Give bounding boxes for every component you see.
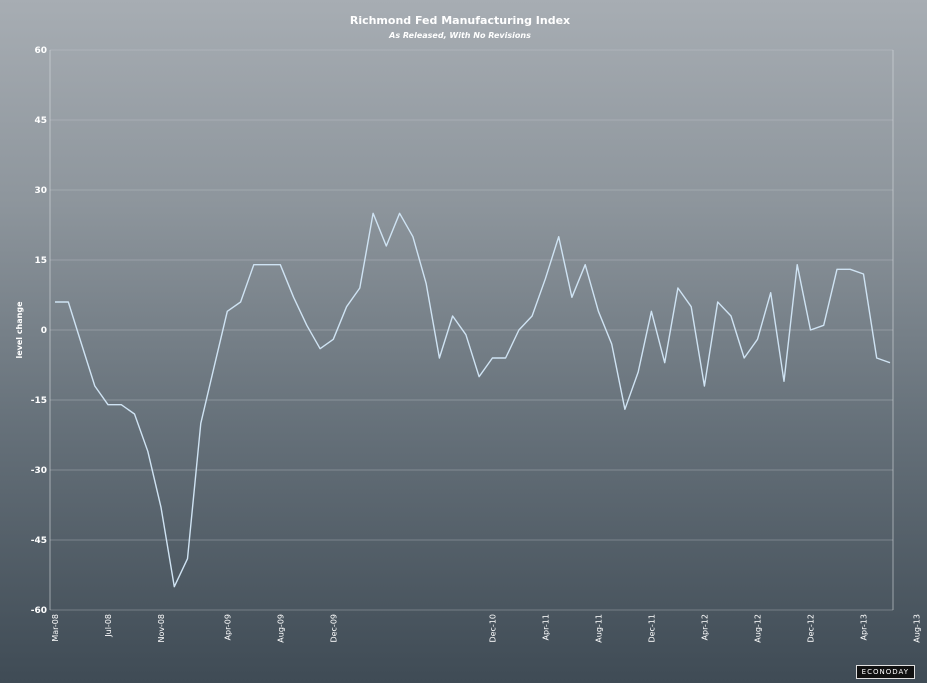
data-point xyxy=(650,310,653,313)
data-point xyxy=(544,277,547,280)
data-point xyxy=(822,324,825,327)
data-point xyxy=(345,305,348,308)
y-tick-label: -60 xyxy=(31,606,47,616)
data-point xyxy=(358,287,361,290)
data-point xyxy=(120,403,123,406)
x-tick-label: Aug-11 xyxy=(594,614,603,643)
data-point xyxy=(279,263,282,266)
data-point xyxy=(557,235,560,238)
data-point xyxy=(80,343,83,346)
series-group xyxy=(54,212,892,588)
data-point xyxy=(133,413,136,416)
y-axis-label: level change xyxy=(15,301,24,359)
data-point xyxy=(676,287,679,290)
data-point xyxy=(504,357,507,360)
data-point xyxy=(425,282,428,285)
data-point xyxy=(67,301,70,304)
y-tick-label: 15 xyxy=(34,256,47,266)
data-point xyxy=(610,343,613,346)
data-point xyxy=(849,268,852,271)
x-tick-label: Dec-10 xyxy=(488,614,497,643)
x-tick-label: Dec-12 xyxy=(806,614,815,643)
data-point xyxy=(239,301,242,304)
data-point xyxy=(385,245,388,248)
x-axis-ticks: Mar-08 Jul-08 Nov-08 Apr-09 Aug-09 Dec-09 Dec-… xyxy=(51,614,922,643)
data-point xyxy=(756,338,759,341)
gridlines xyxy=(49,49,894,611)
data-point xyxy=(372,212,375,215)
data-point xyxy=(93,385,96,388)
data-point xyxy=(411,235,414,238)
data-point xyxy=(875,357,878,360)
data-point xyxy=(266,263,269,266)
data-point xyxy=(782,380,785,383)
x-tick-label: Apr-12 xyxy=(700,614,709,640)
chart-subtitle: As Released, With No Revisions xyxy=(388,31,531,40)
data-point xyxy=(663,361,666,364)
data-point xyxy=(690,305,693,308)
data-point xyxy=(213,366,216,369)
x-tick-label: Dec-11 xyxy=(647,614,656,643)
y-tick-label: 0 xyxy=(41,326,47,336)
data-point xyxy=(146,450,149,453)
data-point xyxy=(729,315,732,318)
data-point xyxy=(305,324,308,327)
data-point xyxy=(451,315,454,318)
data-point xyxy=(464,333,467,336)
data-point xyxy=(517,329,520,332)
data-point xyxy=(703,385,706,388)
data-point xyxy=(835,268,838,271)
x-tick-label: Apr-13 xyxy=(859,614,868,640)
data-point xyxy=(769,291,772,294)
data-point xyxy=(292,296,295,299)
data-point xyxy=(199,422,202,425)
series-line xyxy=(55,212,891,588)
x-tick-label: Jul-08 xyxy=(104,614,113,638)
x-tick-label: Mar-08 xyxy=(51,614,60,642)
data-point xyxy=(332,338,335,341)
y-tick-label: -45 xyxy=(31,536,47,546)
data-point xyxy=(809,329,812,332)
data-point xyxy=(438,357,441,360)
data-point xyxy=(186,557,189,560)
data-point xyxy=(743,357,746,360)
x-tick-label: Nov-08 xyxy=(157,614,166,642)
data-point xyxy=(623,408,626,411)
y-axis-ticks: 60 45 30 15 0 -15 -30 -45 -60 xyxy=(31,46,47,616)
data-point xyxy=(570,296,573,299)
data-point xyxy=(889,361,892,364)
data-point xyxy=(398,212,401,215)
data-point xyxy=(319,347,322,350)
data-point xyxy=(252,263,255,266)
x-tick-label: Apr-11 xyxy=(541,614,550,640)
data-point xyxy=(54,301,57,304)
data-point xyxy=(862,273,865,276)
data-point xyxy=(716,301,719,304)
y-tick-label: -15 xyxy=(31,396,47,406)
x-tick-label: Aug-12 xyxy=(753,614,762,643)
data-point xyxy=(531,315,534,318)
econoday-logo: ECONODAY xyxy=(855,665,915,679)
data-point xyxy=(173,585,176,588)
data-point xyxy=(584,263,587,266)
x-tick-label: Aug-09 xyxy=(276,614,285,643)
y-tick-label: 30 xyxy=(34,186,47,196)
data-point xyxy=(491,357,494,360)
data-point xyxy=(107,403,110,406)
y-tick-label: -30 xyxy=(31,466,47,476)
x-tick-label: Dec-09 xyxy=(329,614,338,643)
x-tick-label: Apr-09 xyxy=(223,614,232,640)
data-point xyxy=(637,371,640,374)
data-point xyxy=(160,506,163,509)
data-point xyxy=(478,375,481,378)
data-point xyxy=(226,310,229,313)
chart-title: Richmond Fed Manufacturing Index xyxy=(350,14,570,27)
data-point xyxy=(796,263,799,266)
y-tick-label: 45 xyxy=(34,116,47,126)
x-tick-label: Aug-13 xyxy=(913,614,922,643)
data-point xyxy=(597,310,600,313)
y-tick-label: 60 xyxy=(34,46,47,56)
